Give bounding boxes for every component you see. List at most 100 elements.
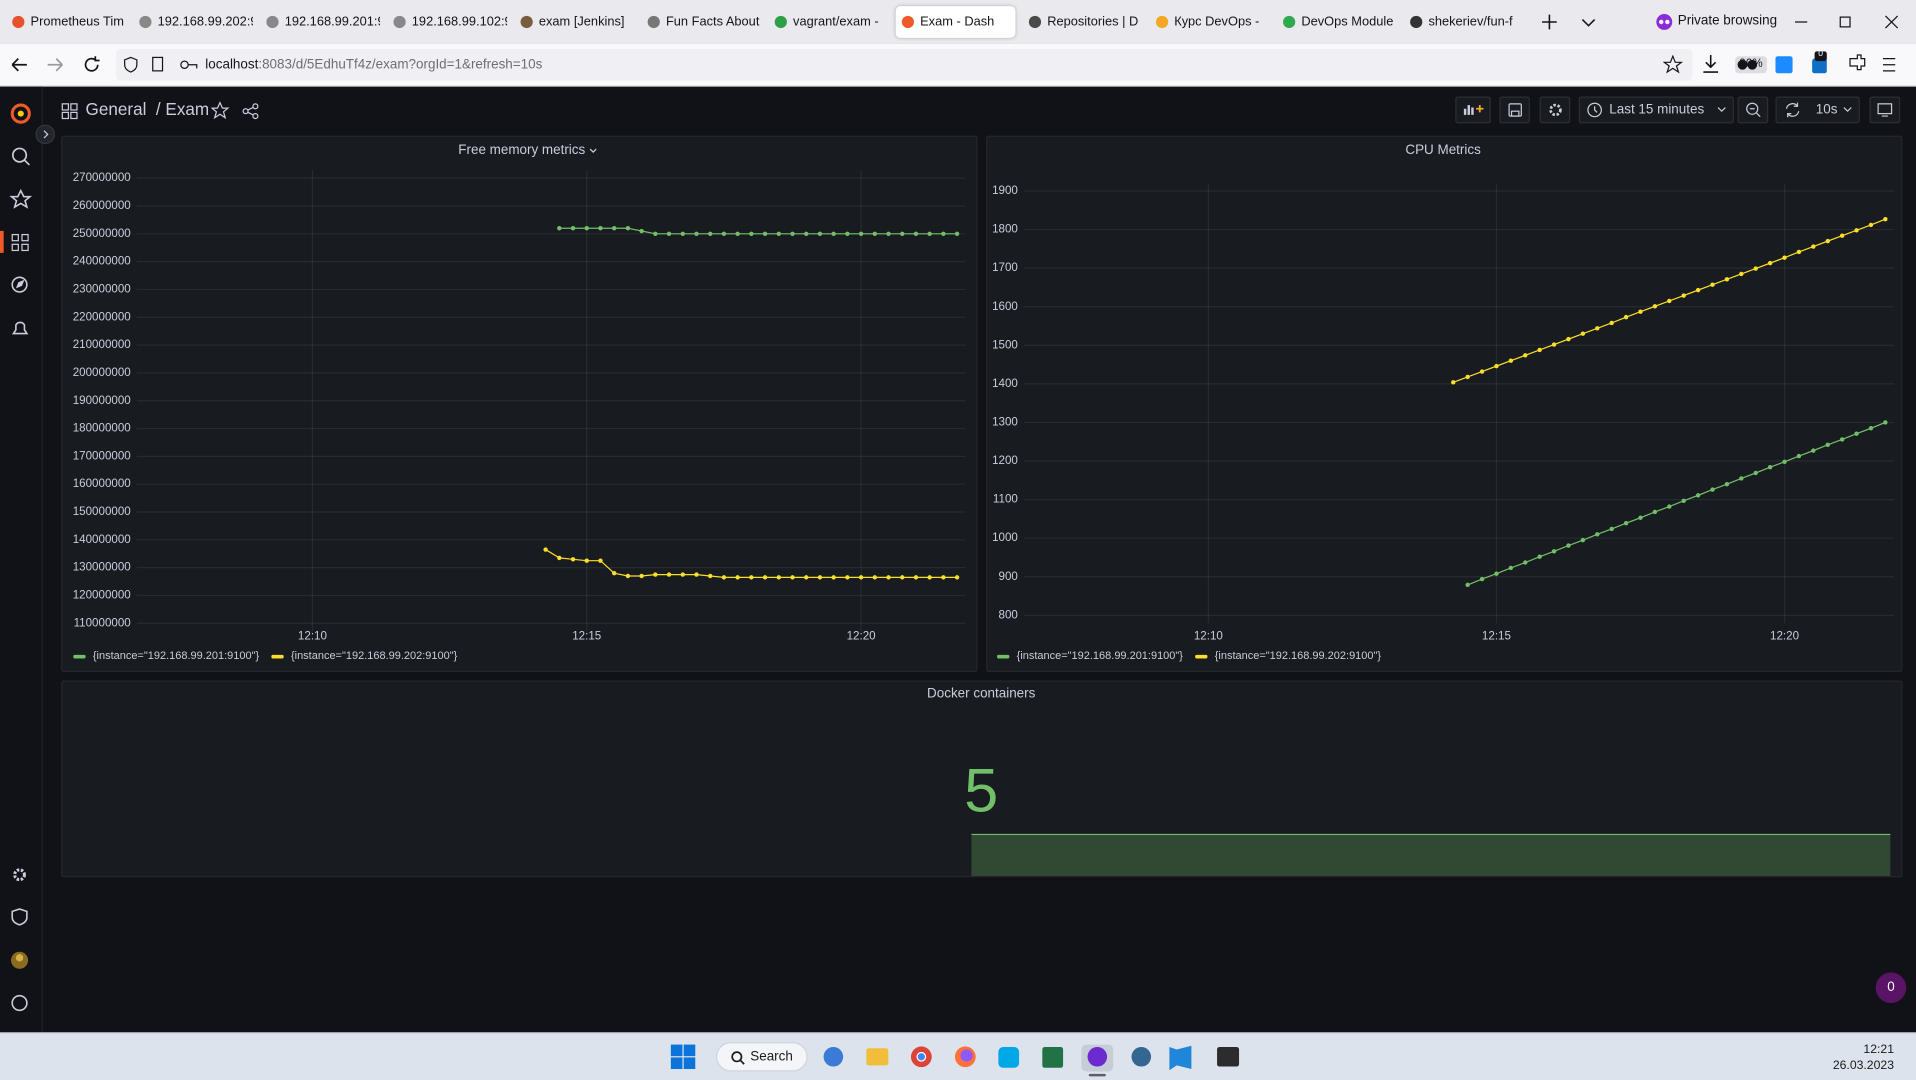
y-tick-label: 250000000 <box>73 227 131 240</box>
data-point <box>941 231 946 237</box>
tab-controls[interactable] <box>1537 12 1610 32</box>
data-point <box>1839 437 1845 442</box>
time-range: Last 15 minutes <box>1609 102 1705 118</box>
dashboards-icon <box>61 103 78 120</box>
browser-tab[interactable]: Prometheus Tim <box>6 6 126 38</box>
toolbar-icons[interactable] <box>1701 51 1909 78</box>
browser-tab[interactable]: 192.168.99.202:9100 <box>133 6 253 38</box>
data-point <box>831 575 836 580</box>
sidebar-icons[interactable] <box>0 87 42 1033</box>
data-point <box>584 226 589 231</box>
legend-swatch <box>1195 654 1208 659</box>
data-point <box>1839 233 1845 238</box>
sidebar <box>0 86 43 1033</box>
tab-label: DevOps Module <box>1301 14 1394 30</box>
data-point <box>927 575 932 580</box>
y-tick-label: 140000000 <box>73 533 131 546</box>
tv-mode-button[interactable] <box>1869 96 1901 124</box>
url-path: :8083/d/5EdhuTf4z/exam?orgId=1&refresh=1… <box>258 57 543 73</box>
y-tick-label: 130000000 <box>73 561 131 574</box>
private-label: Private browsing <box>1677 13 1778 29</box>
data-point <box>1724 481 1730 487</box>
browser-tab[interactable]: DevOps Module <box>1277 6 1397 38</box>
save-button[interactable] <box>1499 96 1530 124</box>
add-panel-button[interactable] <box>1455 96 1491 124</box>
data-point <box>941 575 946 580</box>
data-point <box>721 231 727 237</box>
data-point <box>886 231 891 237</box>
data-point <box>1638 309 1643 314</box>
browser-tab[interactable]: Fun Facts About An <box>642 6 761 38</box>
browser-tab[interactable]: vagrant/exam - <box>769 6 889 38</box>
notification-bubble[interactable]: 0 <box>1875 972 1907 1004</box>
data-point <box>1681 293 1686 298</box>
data-point <box>872 575 878 580</box>
taskbar-apps[interactable] <box>819 1041 1247 1078</box>
panel-title: Free memory metrics <box>458 142 585 157</box>
nav-buttons[interactable] <box>7 54 111 76</box>
data-point <box>1537 554 1542 559</box>
tab-bar: Prometheus Tim 192.168.99.202:9100 192.168… <box>0 0 1916 44</box>
data-point <box>776 575 781 580</box>
data-point <box>1667 298 1672 304</box>
browser-tab[interactable]: shekeriev/fun-f <box>1404 6 1524 38</box>
window-controls[interactable] <box>1786 10 1908 34</box>
start-button[interactable] <box>670 1043 697 1070</box>
y-tick-label: 190000000 <box>73 394 131 407</box>
data-point <box>570 557 576 562</box>
y-tick-label: 1300 <box>992 416 1018 429</box>
series-line <box>559 227 958 235</box>
data-point <box>639 228 644 234</box>
browser-tab[interactable]: 192.168.99.201:9100 <box>260 6 380 38</box>
time-picker[interactable]: Last 15 minutes <box>1578 96 1734 124</box>
browser-tab[interactable]: exam [Jenkins] <box>514 6 634 38</box>
tab-icon <box>266 15 279 29</box>
data-point <box>954 231 960 237</box>
folder[interactable]: General <box>85 98 147 119</box>
settings-button[interactable] <box>1539 96 1571 124</box>
y-tick-label: 1100 <box>993 493 1018 506</box>
data-point <box>1523 353 1528 358</box>
tab-icon <box>647 15 660 29</box>
y-tick-label: 1400 <box>992 377 1018 390</box>
y-tick-label: 800 <box>999 608 1018 621</box>
dashboard-title: / Exam <box>155 98 210 119</box>
data-point <box>694 572 699 577</box>
y-tick-label: 1800 <box>992 223 1018 236</box>
legend-swatch <box>997 654 1010 659</box>
tab-icon <box>520 15 533 29</box>
data-point <box>625 226 631 231</box>
data-point <box>1638 515 1643 520</box>
data-point <box>1854 431 1859 436</box>
browser-tab[interactable]: Курс DevOps - <box>1150 6 1270 38</box>
sidebar-expand[interactable] <box>35 124 55 145</box>
data-point <box>1609 320 1614 326</box>
zoom-out-button[interactable] <box>1737 96 1769 124</box>
search-box[interactable]: Search <box>716 1042 808 1072</box>
data-point <box>804 575 809 580</box>
x-tick-label: 12:10 <box>298 630 327 643</box>
data-point <box>927 231 932 237</box>
tab-icon <box>1410 15 1423 29</box>
browser-tab[interactable]: Exam - Dash <box>895 6 1016 38</box>
data-point <box>653 572 658 577</box>
data-point <box>1523 560 1528 565</box>
data-point <box>1753 470 1758 476</box>
title-actions[interactable] <box>211 101 262 121</box>
browser-tab[interactable]: 192.168.99.102:9323 <box>387 6 507 38</box>
data-point <box>639 573 644 579</box>
url-text: localhost:8083/d/5EdhuTf4z/exam?orgId=1&… <box>205 49 542 81</box>
tab-label: 192.168.99.201:9100 <box>284 14 380 30</box>
stat-value: 5 <box>964 756 998 824</box>
data-point <box>1710 282 1715 287</box>
refresh-picker[interactable]: 10s <box>1775 96 1860 124</box>
browser-tab[interactable]: Repositories | D <box>1023 6 1143 38</box>
bookmark-star[interactable] <box>1663 54 1683 75</box>
legend-label: {instance="192.168.99.202:9100"} <box>291 650 458 662</box>
data-point <box>625 573 631 579</box>
legend-label: {instance="192.168.99.202:9100"} <box>1215 650 1382 662</box>
data-point <box>817 231 823 237</box>
panel-title: CPU Metrics <box>1405 142 1481 157</box>
data-point <box>598 226 603 231</box>
data-point <box>776 231 781 237</box>
